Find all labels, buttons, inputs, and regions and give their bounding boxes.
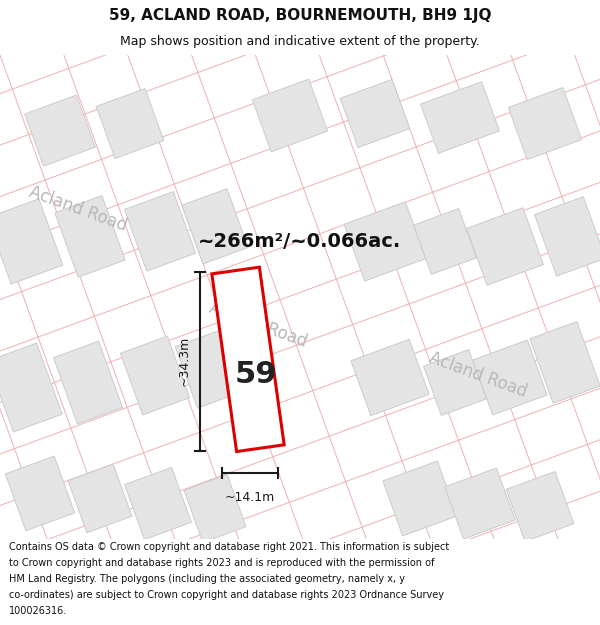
Text: Acland Road: Acland Road [27,182,130,235]
Polygon shape [121,336,190,415]
Polygon shape [0,343,62,432]
Text: Contains OS data © Crown copyright and database right 2021. This information is : Contains OS data © Crown copyright and d… [9,542,449,552]
Text: 59, ACLAND ROAD, BOURNEMOUTH, BH9 1JQ: 59, ACLAND ROAD, BOURNEMOUTH, BH9 1JQ [109,8,491,23]
Polygon shape [25,95,95,166]
Polygon shape [175,331,241,408]
Polygon shape [0,199,63,284]
Text: Acland Road: Acland Road [207,299,310,351]
Text: Map shows position and indicative extent of the property.: Map shows position and indicative extent… [120,35,480,48]
Polygon shape [96,89,164,159]
Text: ~266m²/~0.066ac.: ~266m²/~0.066ac. [199,232,401,251]
Text: Acland Road: Acland Road [427,349,530,401]
Polygon shape [0,0,600,253]
Polygon shape [413,209,476,274]
Text: HM Land Registry. The polygons (including the associated geometry, namely x, y: HM Land Registry. The polygons (includin… [9,574,405,584]
Polygon shape [421,82,499,153]
Polygon shape [184,474,246,542]
Polygon shape [445,468,515,539]
Polygon shape [467,208,544,285]
Polygon shape [182,189,248,264]
Polygon shape [55,196,125,278]
Polygon shape [68,464,132,532]
Text: ~34.3m: ~34.3m [178,336,191,386]
Polygon shape [340,79,410,148]
Polygon shape [530,322,600,403]
Polygon shape [351,339,429,416]
Polygon shape [506,471,574,541]
Polygon shape [424,349,487,416]
Polygon shape [124,192,196,271]
Polygon shape [535,197,600,276]
Polygon shape [212,267,284,451]
Polygon shape [0,0,600,144]
Polygon shape [5,456,74,531]
Text: 59: 59 [235,360,277,389]
Polygon shape [508,88,581,159]
Polygon shape [473,340,547,415]
Text: co-ordinates) are subject to Crown copyright and database rights 2023 Ordnance S: co-ordinates) are subject to Crown copyr… [9,590,444,600]
Polygon shape [253,79,328,152]
Text: to Crown copyright and database rights 2023 and is reproduced with the permissio: to Crown copyright and database rights 2… [9,558,434,568]
Text: ~14.1m: ~14.1m [225,491,275,504]
Polygon shape [344,202,426,281]
Text: 100026316.: 100026316. [9,606,67,616]
Polygon shape [383,461,457,536]
Polygon shape [53,341,122,424]
Polygon shape [125,468,191,539]
